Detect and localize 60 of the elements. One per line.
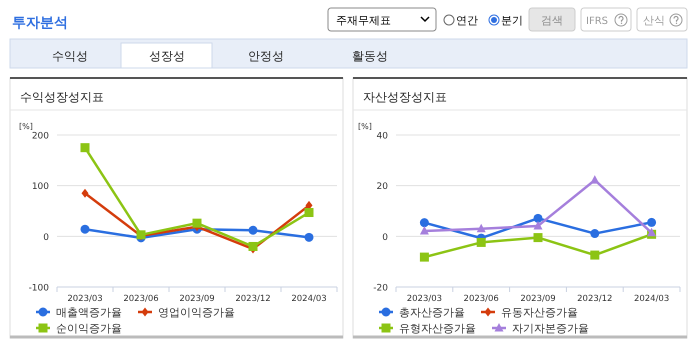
x-tick-label: 2023/09 <box>179 294 215 304</box>
point <box>420 226 429 235</box>
point <box>192 218 202 228</box>
legend-label: 유형자산증가율 <box>399 322 476 335</box>
point <box>534 220 542 230</box>
point <box>647 218 656 227</box>
text: 투자분석 <box>12 15 68 31</box>
text: IFRS <box>586 16 608 27</box>
x-tick-label: 2023/03 <box>406 294 442 304</box>
point <box>82 188 88 198</box>
y-tick-label: -20 <box>373 284 388 294</box>
point <box>248 242 258 251</box>
legend-label: 매출액증가율 <box>56 306 122 319</box>
text: 분기 <box>501 14 523 27</box>
legend-label: 유동자산증가율 <box>501 306 578 319</box>
text: 연간 <box>456 14 478 27</box>
legend-label: 총자산증가율 <box>399 306 465 319</box>
y-axis-title: [%] <box>19 122 33 131</box>
point <box>248 226 258 235</box>
y-tick-label: -100 <box>28 284 50 294</box>
legend-label: 순이익증가율 <box>56 322 122 335</box>
x-tick-label: 2024/03 <box>634 294 670 304</box>
y-tick-label: 0 <box>43 232 50 243</box>
y-tick-label: 40 <box>376 132 388 142</box>
point <box>304 232 314 242</box>
chart-title: 수익성장성지표 <box>20 90 104 104</box>
point <box>420 252 429 262</box>
point <box>420 218 429 228</box>
x-tick-label: 2023/12 <box>577 294 612 304</box>
point <box>80 224 90 234</box>
text: 산식 <box>643 14 665 27</box>
x-tick-label: 2023/12 <box>235 294 271 304</box>
point <box>647 228 656 236</box>
x-tick-label: 2023/06 <box>123 294 159 304</box>
point <box>304 208 314 218</box>
y-axis-title: [%] <box>358 122 372 131</box>
y-tick-label: 100 <box>32 182 50 192</box>
point <box>476 238 486 247</box>
y-tick-label: 0 <box>382 232 388 243</box>
legend-label: 자기자본증가율 <box>512 322 589 335</box>
text: 활동성 <box>352 49 388 63</box>
point <box>80 143 90 152</box>
text: 수익성 <box>52 49 88 63</box>
x-tick-label: 2023/09 <box>520 294 556 304</box>
text: 주재무제표 <box>336 14 391 27</box>
text: 성장성 <box>149 49 185 63</box>
point <box>534 214 542 223</box>
legend-label: 영업이익증가율 <box>158 306 235 319</box>
chart-title: 자산성장성지표 <box>363 90 447 104</box>
point <box>534 233 542 242</box>
x-tick-label: 2023/06 <box>464 294 499 304</box>
text: 검색 <box>541 14 563 27</box>
y-tick-label: 200 <box>32 132 50 142</box>
x-tick-label: 2023/03 <box>67 294 103 304</box>
point <box>590 229 600 238</box>
point <box>590 250 600 260</box>
point <box>476 224 486 232</box>
x-tick-label: 2024/03 <box>291 294 327 304</box>
text: 안정성 <box>248 49 284 63</box>
y-tick-label: 20 <box>376 182 388 192</box>
